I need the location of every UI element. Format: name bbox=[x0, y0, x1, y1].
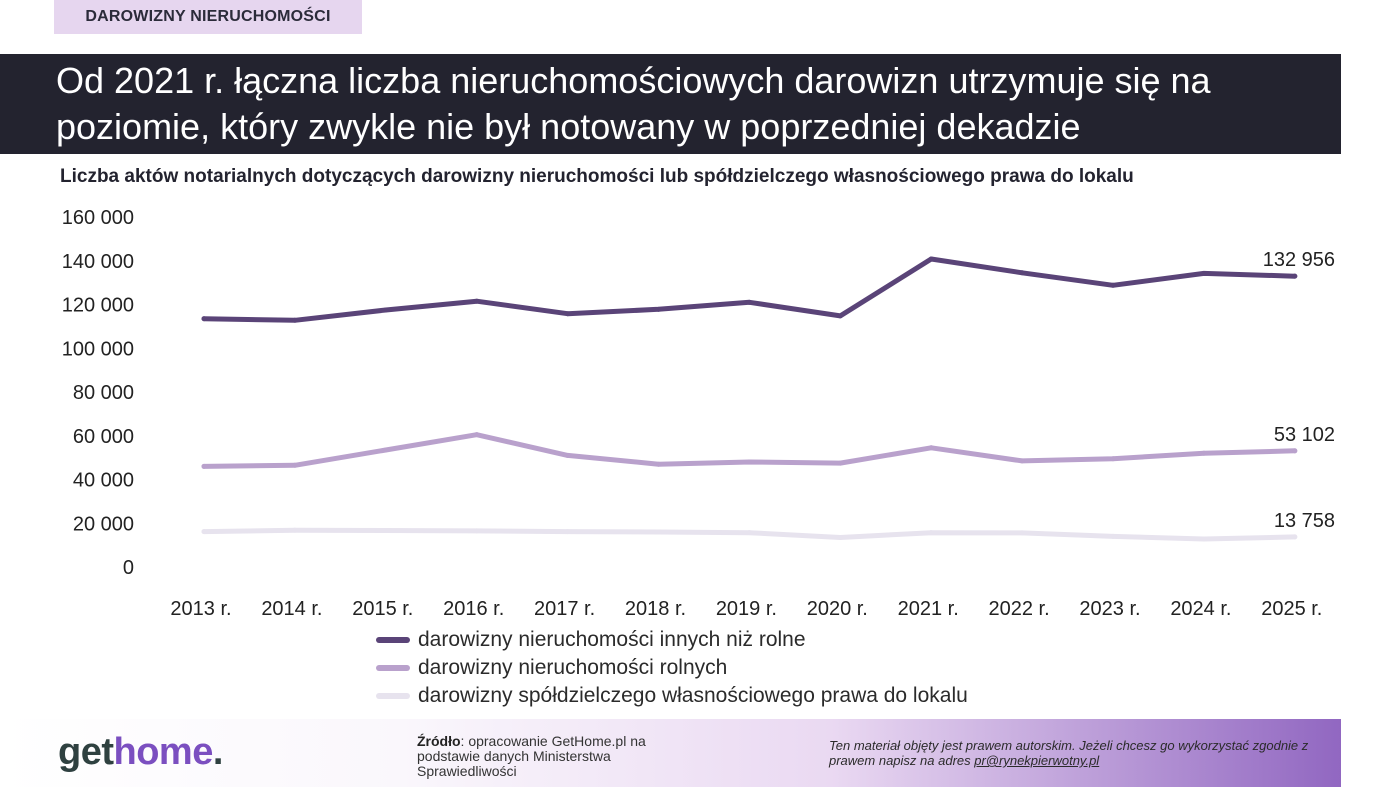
legend-swatch-agricultural bbox=[376, 665, 410, 671]
y-tick-label: 160 000 bbox=[62, 207, 134, 229]
data-point bbox=[1292, 534, 1298, 540]
data-point bbox=[1019, 530, 1025, 536]
copyright-email-link[interactable]: pr@rynekpierwotny.pl bbox=[974, 753, 1100, 768]
data-point bbox=[928, 530, 934, 536]
copyright-note: Ten materiał objęty jest prawem autorski… bbox=[829, 738, 1329, 768]
y-tick-label: 140 000 bbox=[62, 251, 134, 273]
x-tick-label: 2016 r. bbox=[443, 598, 504, 620]
copyright-text: Ten materiał objęty jest prawem autorski… bbox=[829, 738, 1309, 768]
x-tick-label: 2018 r. bbox=[625, 598, 686, 620]
chart-title: Liczba aktów notarialnych dotyczących da… bbox=[60, 166, 1134, 187]
legend-item-cooperative: darowizny spółdzielczego własnościowego … bbox=[376, 682, 968, 710]
legend-label-non-agricultural: darowizny nieruchomości innych niż rolne bbox=[418, 628, 806, 651]
data-point bbox=[201, 529, 207, 535]
y-tick-label: 0 bbox=[123, 557, 134, 579]
data-label-end: 53 102 bbox=[1274, 424, 1335, 446]
logo-dot: . bbox=[212, 731, 224, 773]
x-tick-label: 2015 r. bbox=[352, 598, 413, 620]
data-point bbox=[1201, 270, 1207, 276]
data-point bbox=[837, 460, 843, 466]
data-point bbox=[201, 316, 207, 322]
data-point bbox=[474, 528, 480, 534]
data-point bbox=[656, 306, 661, 312]
y-tick-label: 120 000 bbox=[62, 295, 134, 317]
footer-bar bbox=[0, 719, 1341, 787]
data-point bbox=[656, 461, 661, 467]
data-point bbox=[292, 462, 298, 468]
source-note: Źródło: opracowanie GetHome.pl na podsta… bbox=[417, 734, 687, 779]
x-tick-label: 2022 r. bbox=[989, 598, 1050, 620]
x-tick-label: 2020 r. bbox=[807, 598, 868, 620]
legend-label-agricultural: darowizny nieruchomości rolnych bbox=[418, 656, 728, 679]
legend-swatch-non-agricultural bbox=[376, 637, 410, 643]
data-label-end: 132 956 bbox=[1263, 249, 1335, 271]
x-tick-label: 2024 r. bbox=[1170, 598, 1231, 620]
y-tick-label: 100 000 bbox=[62, 338, 134, 360]
y-tick-label: 40 000 bbox=[73, 470, 134, 492]
data-label-end: 13 758 bbox=[1274, 510, 1335, 532]
data-point bbox=[474, 432, 480, 438]
x-tick-label: 2023 r. bbox=[1079, 598, 1140, 620]
data-point bbox=[928, 256, 934, 262]
chart-legend: darowizny nieruchomości innych niż rolne… bbox=[376, 626, 968, 710]
data-point bbox=[1110, 282, 1116, 288]
data-point bbox=[292, 527, 298, 533]
data-point bbox=[1110, 456, 1116, 462]
data-point bbox=[1201, 536, 1207, 542]
series-line-0 bbox=[201, 256, 1298, 323]
data-point bbox=[565, 311, 571, 317]
data-point bbox=[201, 463, 207, 469]
data-point bbox=[474, 298, 480, 304]
data-point bbox=[746, 530, 752, 536]
data-point bbox=[383, 307, 389, 313]
data-point bbox=[292, 317, 298, 323]
data-point bbox=[383, 527, 389, 533]
data-point bbox=[837, 534, 843, 540]
data-point bbox=[565, 529, 571, 535]
logo-text-home: home bbox=[113, 731, 214, 773]
headline-banner: Od 2021 r. łączna liczba nieruchomościow… bbox=[0, 54, 1341, 154]
legend-swatch-cooperative bbox=[376, 693, 410, 699]
data-point bbox=[746, 299, 752, 305]
legend-item-non-agricultural: darowizny nieruchomości innych niż rolne bbox=[376, 626, 968, 654]
legend-label-cooperative: darowizny spółdzielczego własnościowego … bbox=[418, 684, 968, 707]
source-label: Źródło bbox=[417, 733, 461, 749]
data-point bbox=[1292, 273, 1298, 279]
logo-text-get: get bbox=[58, 731, 114, 773]
data-point bbox=[565, 452, 571, 458]
section-tag: DAROWIZNY NIERUCHOMOŚCI bbox=[54, 0, 362, 34]
data-point bbox=[1019, 458, 1025, 464]
x-tick-label: 2025 r. bbox=[1261, 598, 1322, 620]
data-point bbox=[746, 459, 752, 465]
headline-text: Od 2021 r. łączna liczba nieruchomościow… bbox=[56, 60, 1211, 147]
x-tick-label: 2017 r. bbox=[534, 598, 595, 620]
gethome-logo: gethome. bbox=[58, 731, 223, 774]
x-tick-label: 2021 r. bbox=[898, 598, 959, 620]
data-point bbox=[1110, 533, 1116, 539]
y-tick-label: 60 000 bbox=[73, 426, 134, 448]
y-tick-label: 20 000 bbox=[73, 513, 134, 535]
source-text: : opracowanie GetHome.pl na podstawie da… bbox=[417, 733, 646, 779]
data-point bbox=[1292, 448, 1298, 454]
legend-item-agricultural: darowizny nieruchomości rolnych bbox=[376, 654, 968, 682]
data-point bbox=[837, 313, 843, 319]
line-chart: 0 20 000 40 000 60 000 80 000 100 000 120 000 1… bbox=[62, 207, 1335, 620]
x-tick-label: 2014 r. bbox=[261, 598, 322, 620]
data-point bbox=[656, 529, 661, 535]
y-tick-label: 80 000 bbox=[73, 382, 134, 404]
data-point bbox=[928, 445, 934, 451]
data-point bbox=[383, 447, 389, 453]
data-point bbox=[1201, 450, 1207, 456]
data-point bbox=[1019, 270, 1025, 276]
x-tick-label: 2019 r. bbox=[716, 598, 777, 620]
x-tick-label: 2013 r. bbox=[170, 598, 231, 620]
